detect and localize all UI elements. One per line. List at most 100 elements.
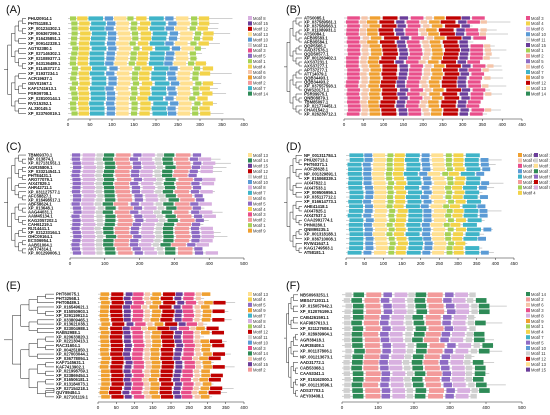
gene-label: QQB34493.2 [304, 80, 329, 85]
motif-box [201, 230, 214, 235]
motif-box [365, 241, 374, 246]
motif-box [481, 181, 490, 186]
motif-box [114, 226, 130, 231]
motif-box [177, 251, 193, 255]
motif-box [212, 343, 225, 348]
legend-label: Motif 6 [253, 70, 266, 75]
legend-swatch [534, 180, 538, 185]
motif-box [106, 51, 115, 56]
motif-box [375, 227, 387, 232]
motif-box [445, 48, 460, 52]
motif-box [100, 347, 109, 352]
motif-box [110, 377, 123, 382]
motif-box [101, 300, 110, 305]
motif-box [369, 44, 380, 48]
motif-box [457, 100, 467, 104]
motif-box [168, 21, 177, 26]
legend-label: Motif 15 [531, 43, 547, 48]
motif-box [420, 20, 428, 24]
motif-box [129, 157, 139, 161]
motif-box [96, 165, 103, 169]
motif-box [382, 16, 398, 20]
motif-box [81, 190, 95, 194]
motif-box [162, 169, 173, 174]
motif-box [200, 190, 213, 194]
axis-tick-label: 100 [131, 405, 139, 410]
motif-box [138, 243, 152, 247]
motif-box [455, 227, 466, 232]
motif-box [371, 52, 382, 56]
motif-box [83, 206, 96, 210]
motif-row [98, 309, 229, 314]
motif-box [365, 393, 381, 399]
motif-box [424, 354, 440, 360]
motif-row [68, 31, 231, 36]
motif-box [71, 51, 78, 56]
motif-box [457, 60, 466, 64]
motif-box [348, 209, 363, 213]
motif-box [137, 56, 149, 61]
motif-row [344, 108, 501, 112]
motif-box [364, 354, 380, 360]
gene-label: XP_011089931.1 [304, 28, 337, 33]
motif-box [181, 356, 193, 361]
legend-swatch [518, 190, 522, 195]
motif-box [396, 213, 407, 218]
motif-box [412, 314, 424, 320]
motif-row [346, 176, 481, 181]
legend-swatch [248, 43, 252, 48]
motif-box [148, 377, 158, 382]
motif-box [470, 48, 483, 52]
motif-box [378, 28, 394, 32]
motif-box [83, 194, 96, 198]
motif-box [72, 185, 81, 190]
motif-box [445, 153, 452, 158]
motif-box [131, 31, 139, 36]
motif-box [72, 222, 81, 227]
motif-box [163, 300, 176, 305]
motif-box [174, 339, 182, 344]
motif-box [458, 343, 472, 348]
motif-box [388, 181, 395, 186]
phylogenetic-tree [284, 155, 302, 253]
motif-box [461, 88, 471, 92]
motif-box [394, 158, 405, 162]
motif-box [393, 162, 404, 167]
motif-box [102, 157, 114, 161]
motif-box [150, 386, 159, 391]
motif-box [180, 218, 195, 223]
gene-label: XP_026239712.1 [304, 112, 337, 117]
motif-box [424, 376, 440, 382]
motif-box [151, 76, 166, 81]
motif-box [105, 61, 114, 66]
motif-box [365, 185, 373, 190]
motif-box [382, 88, 398, 92]
motif-box [450, 337, 464, 343]
motif-box [482, 68, 489, 72]
motif-box [439, 360, 449, 365]
motif-box [415, 303, 427, 309]
motif-box [191, 181, 200, 186]
motif-box [431, 24, 443, 28]
motif-box [141, 247, 155, 251]
motif-box [144, 206, 157, 210]
motif-box [82, 251, 96, 255]
motif-box [464, 162, 479, 167]
motif-box [485, 52, 492, 56]
motif-box [365, 190, 374, 195]
motif-box [348, 222, 363, 227]
motif-box [174, 230, 190, 235]
motif-box [122, 326, 130, 331]
motif-box [144, 292, 150, 296]
motif-box [402, 360, 410, 365]
motif-box [70, 101, 77, 106]
motif-box [133, 234, 142, 239]
motif-box [465, 376, 473, 382]
gene-label: NP_013874.1 [28, 157, 54, 162]
motif-box [409, 48, 422, 52]
motif-box [345, 292, 352, 298]
motif-box [455, 32, 465, 36]
motif-box [190, 326, 196, 331]
motif-row [70, 243, 209, 247]
motif-box [142, 153, 155, 157]
